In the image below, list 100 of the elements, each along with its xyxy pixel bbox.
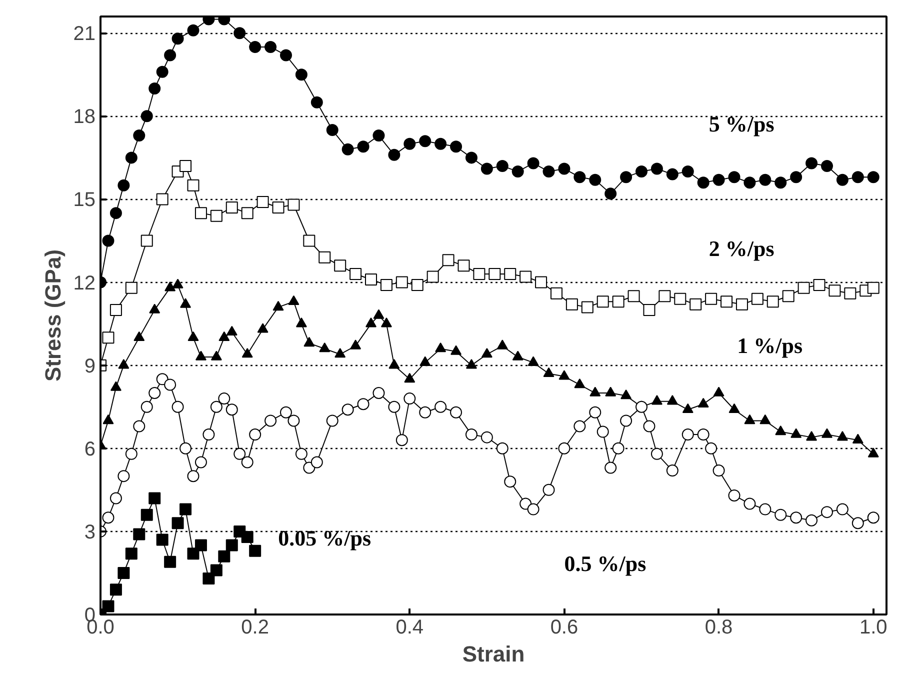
- point: [813, 279, 826, 292]
- point: [380, 279, 392, 292]
- point: [187, 24, 200, 36]
- point: [134, 331, 145, 342]
- point: [303, 234, 316, 247]
- point: [589, 174, 602, 186]
- point: [102, 600, 114, 612]
- point: [140, 234, 153, 247]
- point: [504, 268, 516, 280]
- point: [820, 160, 833, 172]
- point: [180, 160, 192, 172]
- point: [194, 539, 207, 552]
- point: [110, 584, 122, 596]
- point: [388, 148, 400, 161]
- point: [318, 251, 331, 264]
- point: [751, 292, 764, 305]
- series-label: 1 %/ps: [737, 332, 804, 358]
- point: [172, 32, 184, 45]
- point: [280, 49, 292, 62]
- point: [118, 179, 130, 192]
- point: [366, 318, 376, 328]
- point: [535, 276, 548, 288]
- x-tick-label: 0.6: [550, 616, 578, 638]
- point: [728, 403, 740, 414]
- point: [218, 331, 230, 342]
- point: [806, 157, 818, 170]
- point: [434, 138, 447, 150]
- series-label: 5 %/ps: [708, 112, 775, 137]
- point: [481, 348, 492, 358]
- point: [118, 566, 130, 579]
- point: [775, 426, 786, 436]
- point: [110, 304, 122, 316]
- point: [180, 298, 192, 308]
- point: [404, 138, 416, 150]
- point: [558, 370, 570, 380]
- point: [658, 290, 671, 302]
- point: [164, 556, 176, 568]
- point: [172, 517, 184, 530]
- point: [102, 234, 114, 247]
- point: [604, 188, 617, 200]
- point: [210, 564, 222, 576]
- point: [110, 381, 122, 391]
- point: [720, 296, 733, 308]
- point: [666, 168, 678, 180]
- point: [713, 386, 724, 396]
- point: [798, 282, 810, 294]
- point: [596, 296, 609, 308]
- point: [334, 348, 346, 358]
- point: [590, 386, 601, 396]
- point: [372, 130, 385, 142]
- y-tick-label: 18: [73, 106, 96, 128]
- point: [226, 539, 238, 552]
- point: [319, 342, 330, 352]
- point: [806, 431, 818, 441]
- point: [574, 378, 586, 388]
- series-label: 2 %/ps: [708, 236, 775, 262]
- point: [404, 372, 416, 383]
- point: [698, 398, 709, 408]
- point: [473, 268, 486, 280]
- y-axis-title: Stress (GPa): [40, 249, 66, 382]
- point: [241, 530, 254, 543]
- point: [628, 290, 640, 302]
- point: [148, 492, 161, 504]
- point: [288, 295, 300, 306]
- point: [326, 124, 338, 136]
- point: [156, 193, 168, 206]
- point: [156, 534, 168, 546]
- point: [125, 152, 138, 164]
- point: [272, 300, 284, 311]
- text: 0.5 %/ps: [564, 551, 647, 576]
- point: [790, 428, 802, 438]
- point: [450, 345, 462, 355]
- point: [133, 130, 146, 142]
- point: [450, 140, 462, 153]
- point: [774, 176, 787, 189]
- point: [712, 174, 725, 186]
- point: [435, 342, 446, 352]
- point: [241, 207, 254, 220]
- point: [566, 298, 578, 310]
- point: [180, 503, 192, 516]
- point: [782, 290, 794, 302]
- point: [760, 414, 771, 424]
- point: [868, 448, 879, 458]
- point: [690, 298, 702, 310]
- point: [234, 27, 246, 40]
- point: [581, 301, 594, 314]
- point: [242, 348, 253, 358]
- point: [821, 428, 832, 438]
- point: [202, 572, 215, 585]
- point: [496, 340, 508, 350]
- point: [164, 282, 176, 292]
- y-tick-label: 6: [84, 438, 96, 460]
- point: [744, 176, 756, 189]
- point: [542, 166, 555, 178]
- point: [148, 82, 161, 94]
- point: [736, 298, 748, 310]
- point: [488, 268, 501, 280]
- point: [496, 160, 508, 172]
- point: [867, 171, 880, 184]
- point: [272, 202, 284, 214]
